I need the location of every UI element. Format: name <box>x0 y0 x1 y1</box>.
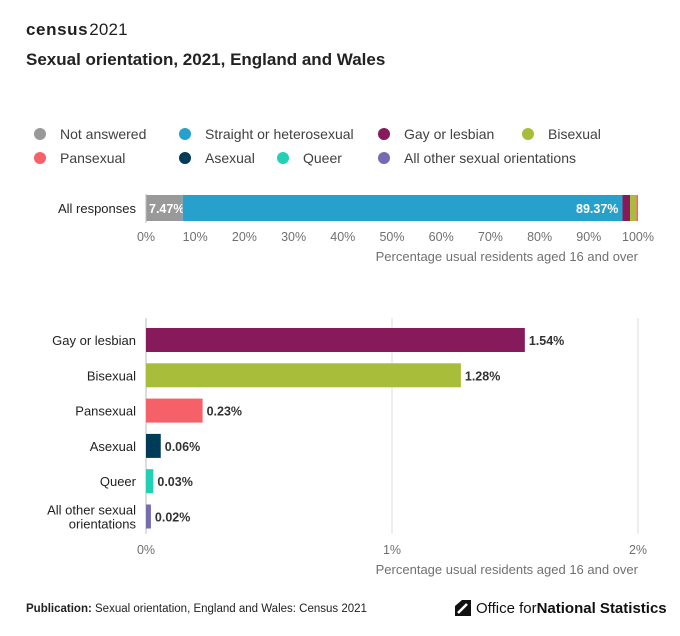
data-label: 0.23% <box>207 405 242 419</box>
bar <box>146 469 154 494</box>
category-label: orientations <box>69 517 137 532</box>
tick-label: 20% <box>232 230 257 244</box>
bar <box>146 328 525 352</box>
data-label: 1.28% <box>465 369 500 383</box>
legend-swatch <box>277 152 289 164</box>
legend-label: All other sexual orientations <box>404 150 576 166</box>
ons-logo-icon <box>455 600 471 616</box>
chart-title: Sexual orientation, 2021, England and Wa… <box>26 50 386 69</box>
bar-segment <box>622 195 631 221</box>
legend-label: Straight or heterosexual <box>205 126 354 142</box>
legend-label: Pansexual <box>60 150 126 166</box>
bar-chart: 1.54% Gay or lesbian 1.28% Bisexual 0.23% Pan… <box>47 318 647 577</box>
data-label: 1.54% <box>529 334 564 348</box>
publication-text: Sexual orientation, England and Wales: C… <box>91 603 367 615</box>
axis-label: Percentage usual residents aged 16 and o… <box>376 249 639 264</box>
category-label: All responses <box>58 201 137 216</box>
data-label: 0.03% <box>157 475 192 489</box>
publication-note: Publication: Sexual orientation, England… <box>26 603 367 615</box>
ons-name: National Statistics <box>536 599 667 617</box>
bar <box>146 363 461 388</box>
data-label: 0.06% <box>165 440 200 454</box>
bar <box>146 504 151 529</box>
bar-segment <box>146 195 183 221</box>
category-label: Bisexual <box>87 368 136 383</box>
publication-label: Publication: <box>26 603 92 615</box>
category-label: All other sexual <box>47 503 136 518</box>
ons-prefix: Office for <box>476 599 537 617</box>
data-label: 7.47% <box>149 202 184 216</box>
category-label: Asexual <box>90 439 136 454</box>
legend-item: Not answered <box>34 126 146 142</box>
logo-year: 2021 <box>89 20 128 39</box>
axis-label: Percentage usual residents aged 16 and o… <box>376 562 639 577</box>
tick-label: 80% <box>527 230 552 244</box>
ons-logo: Office for National Statistics <box>454 599 667 617</box>
tick-label: 70% <box>478 230 503 244</box>
category-label: Gay or lesbian <box>52 333 136 348</box>
legend-label: Gay or lesbian <box>404 126 495 142</box>
tick-label: 1% <box>383 543 401 557</box>
legend-label: Queer <box>303 150 342 166</box>
tick-label: 50% <box>379 230 404 244</box>
legend-label: Not answered <box>60 126 147 142</box>
data-label: 0.02% <box>155 511 190 525</box>
logo-word: census <box>26 20 89 39</box>
legend-item: Bisexual <box>522 126 601 142</box>
bar-segment <box>636 195 638 221</box>
legend-item: All other sexual orientations <box>378 150 576 166</box>
legend-item: Asexual <box>179 150 255 166</box>
legend-item: Gay or lesbian <box>378 126 494 142</box>
legend-swatch <box>179 128 191 140</box>
tick-label: 100% <box>622 230 654 244</box>
legend-swatch <box>522 128 534 140</box>
legend-swatch <box>34 128 46 140</box>
tick-label: 10% <box>183 230 208 244</box>
tick-label: 2% <box>629 543 647 557</box>
bar <box>146 398 203 423</box>
legend-item: Queer <box>277 150 342 166</box>
legend-swatch <box>378 152 390 164</box>
category-label: Queer <box>100 474 137 489</box>
tick-label: 40% <box>330 230 355 244</box>
bar-segment <box>182 195 623 221</box>
legend-label: Bisexual <box>548 126 601 142</box>
bar-segment <box>630 195 637 221</box>
legend-swatch <box>34 152 46 164</box>
tick-label: 90% <box>576 230 601 244</box>
tick-label: 60% <box>429 230 454 244</box>
legend-item: Straight or heterosexual <box>179 126 354 142</box>
tick-label: 0% <box>137 230 155 244</box>
legend-swatch <box>378 128 390 140</box>
census-2021-logo: census2021 <box>26 20 128 40</box>
data-label: 89.37% <box>576 202 618 216</box>
legend-label: Asexual <box>205 150 255 166</box>
tick-label: 30% <box>281 230 306 244</box>
stacked-bar-chart: All responses 7.47% 89.37% 0% 10% 20% 30% 40% 50… <box>58 194 654 264</box>
bar <box>146 433 161 458</box>
category-label: Pansexual <box>75 404 136 419</box>
legend-swatch <box>179 152 191 164</box>
tick-label: 0% <box>137 543 155 557</box>
legend-item: Pansexual <box>34 150 125 166</box>
